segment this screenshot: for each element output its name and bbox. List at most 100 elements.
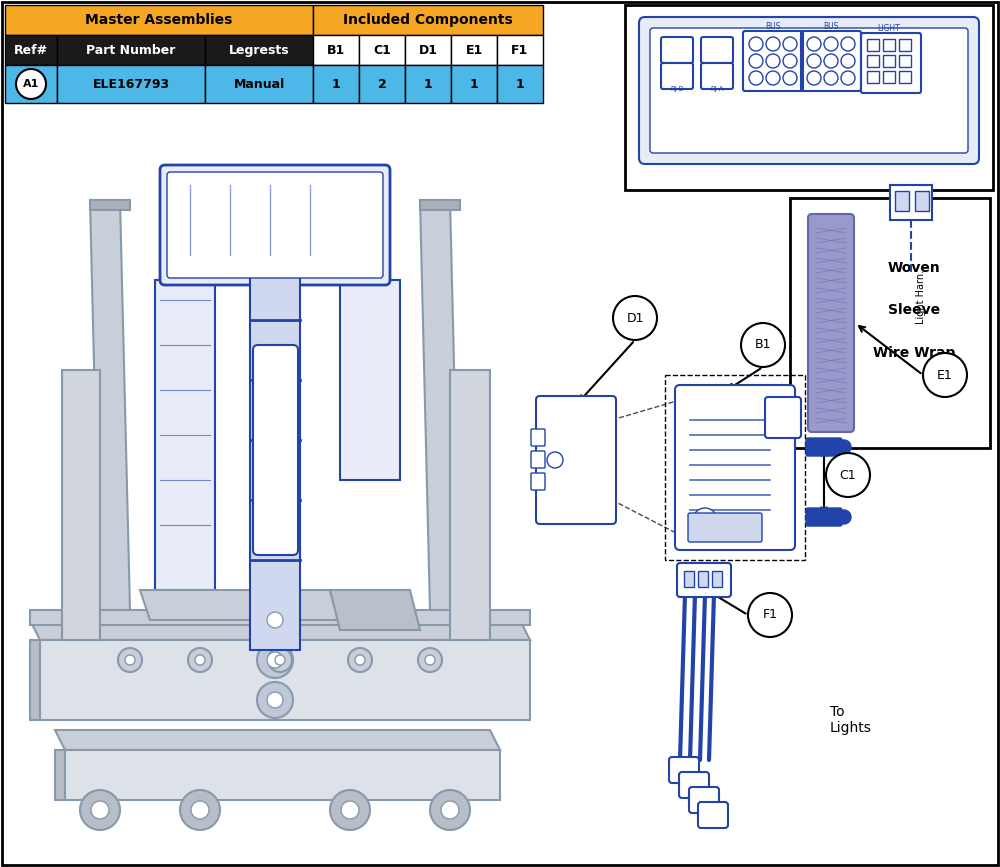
Circle shape (613, 296, 657, 340)
FancyBboxPatch shape (679, 772, 709, 798)
Bar (451, 35, 497, 65)
FancyBboxPatch shape (531, 429, 545, 446)
Bar (684, 571, 694, 587)
Circle shape (330, 790, 370, 830)
Polygon shape (340, 280, 400, 480)
FancyBboxPatch shape (701, 37, 733, 63)
Text: ELE167793: ELE167793 (92, 77, 170, 90)
FancyBboxPatch shape (160, 165, 390, 285)
Polygon shape (330, 590, 420, 630)
FancyBboxPatch shape (669, 757, 699, 783)
Bar (625, 5, 993, 190)
FancyBboxPatch shape (765, 397, 801, 438)
Bar (359, 65, 405, 103)
Circle shape (807, 37, 821, 51)
Bar (205, 65, 313, 103)
Bar (451, 65, 497, 103)
Bar (712, 571, 722, 587)
Bar (359, 35, 405, 65)
Circle shape (355, 655, 365, 665)
FancyBboxPatch shape (167, 172, 383, 278)
Circle shape (749, 37, 763, 51)
Bar (405, 65, 451, 103)
Circle shape (430, 790, 470, 830)
Polygon shape (30, 620, 530, 640)
Circle shape (91, 801, 109, 819)
Polygon shape (65, 750, 500, 800)
Circle shape (16, 69, 46, 99)
Bar (405, 35, 451, 65)
Circle shape (418, 648, 442, 672)
Text: Master Assemblies: Master Assemblies (85, 13, 233, 27)
FancyBboxPatch shape (661, 63, 693, 89)
Bar (57, 65, 205, 103)
FancyBboxPatch shape (531, 451, 545, 468)
Bar (899, 71, 911, 83)
Bar (698, 571, 708, 587)
Circle shape (425, 655, 435, 665)
Text: 1: 1 (424, 77, 432, 90)
Bar (883, 39, 895, 51)
Text: A1: A1 (23, 79, 39, 89)
Circle shape (267, 612, 283, 628)
Bar (899, 39, 911, 51)
Bar (313, 65, 359, 103)
Text: Light Harn.: Light Harn. (916, 270, 926, 324)
Bar (867, 39, 879, 51)
Circle shape (267, 652, 283, 668)
Text: Ref#: Ref# (14, 43, 48, 56)
Circle shape (807, 71, 821, 85)
Circle shape (180, 790, 220, 830)
Bar (57, 35, 205, 65)
Circle shape (841, 54, 855, 68)
Text: Wire Wrap: Wire Wrap (873, 346, 955, 360)
Text: 1: 1 (332, 77, 340, 90)
Circle shape (837, 440, 851, 454)
FancyBboxPatch shape (650, 28, 968, 153)
Polygon shape (55, 750, 65, 800)
Bar (497, 35, 543, 65)
Polygon shape (55, 730, 500, 750)
Circle shape (824, 37, 838, 51)
FancyBboxPatch shape (698, 802, 728, 828)
Text: Manual: Manual (233, 77, 285, 90)
FancyBboxPatch shape (808, 214, 854, 432)
FancyBboxPatch shape (689, 787, 719, 813)
Bar (915, 191, 929, 211)
Polygon shape (90, 200, 130, 210)
FancyBboxPatch shape (688, 513, 762, 542)
Text: RJ-B: RJ-B (670, 86, 684, 92)
Circle shape (766, 71, 780, 85)
Text: To
Lights: To Lights (830, 705, 872, 735)
Circle shape (749, 54, 763, 68)
Circle shape (80, 790, 120, 830)
Circle shape (257, 682, 293, 718)
Bar (867, 55, 879, 67)
Circle shape (191, 801, 209, 819)
Bar (497, 65, 543, 103)
FancyBboxPatch shape (531, 473, 545, 490)
Polygon shape (62, 370, 100, 640)
Circle shape (923, 353, 967, 397)
Bar (895, 191, 909, 211)
Text: Included Components: Included Components (343, 13, 513, 27)
Text: F1: F1 (763, 609, 778, 622)
Circle shape (807, 54, 821, 68)
Circle shape (268, 648, 292, 672)
Polygon shape (250, 230, 300, 650)
Circle shape (275, 655, 285, 665)
FancyBboxPatch shape (639, 17, 979, 164)
Circle shape (826, 453, 870, 497)
Text: Legrests: Legrests (229, 43, 289, 56)
Bar (5, 35, 57, 65)
Bar (790, 198, 990, 448)
Circle shape (824, 54, 838, 68)
Circle shape (824, 71, 838, 85)
FancyBboxPatch shape (253, 345, 298, 555)
FancyBboxPatch shape (806, 438, 842, 456)
Bar (313, 5, 543, 35)
Circle shape (267, 692, 283, 708)
Circle shape (348, 648, 372, 672)
Polygon shape (40, 640, 530, 720)
Bar (313, 35, 359, 65)
